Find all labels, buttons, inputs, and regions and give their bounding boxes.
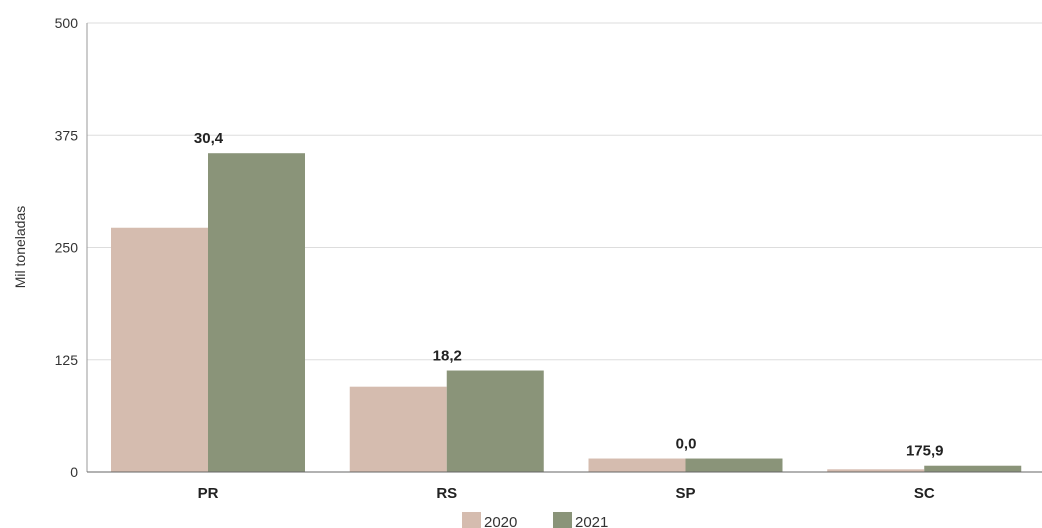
y-axis-title: Mil toneladas xyxy=(12,206,28,289)
bar-2020-RS xyxy=(349,386,447,472)
bar-2020-SC xyxy=(827,469,925,472)
bar-2020-SP xyxy=(588,458,686,472)
bars xyxy=(111,153,1022,472)
legend-swatch-2021 xyxy=(553,512,572,528)
y-tick-label: 125 xyxy=(55,352,79,368)
legend: 2020 2021 xyxy=(462,512,608,528)
data-label: 175,9 xyxy=(906,443,944,460)
y-tick-label: 0 xyxy=(70,464,78,480)
y-tick-label: 250 xyxy=(55,240,79,256)
axes: 0 125 250 375 500 PR RS SP SC xyxy=(55,15,1042,502)
x-tick-label: RS xyxy=(436,485,457,502)
legend-swatch-2020 xyxy=(462,512,481,528)
data-label: 18,2 xyxy=(433,348,462,365)
legend-label: 2021 xyxy=(575,514,608,528)
bar-2021-RS xyxy=(446,370,544,472)
x-tick-label: SC xyxy=(914,485,935,502)
y-tick-label: 375 xyxy=(55,127,79,143)
y-tick-label: 500 xyxy=(55,15,79,31)
bar-2020-PR xyxy=(111,227,208,472)
data-labels: 30,4 18,2 0,0 175,9 xyxy=(194,130,944,460)
legend-label: 2020 xyxy=(484,514,517,528)
x-tick-label: PR xyxy=(198,485,219,502)
x-tick-label: SP xyxy=(675,485,695,502)
bar-2021-PR xyxy=(208,153,305,472)
data-label: 0,0 xyxy=(676,436,697,453)
bar-2021-SP xyxy=(685,458,783,472)
data-label: 30,4 xyxy=(194,130,224,147)
bar-2021-SC xyxy=(924,465,1022,472)
